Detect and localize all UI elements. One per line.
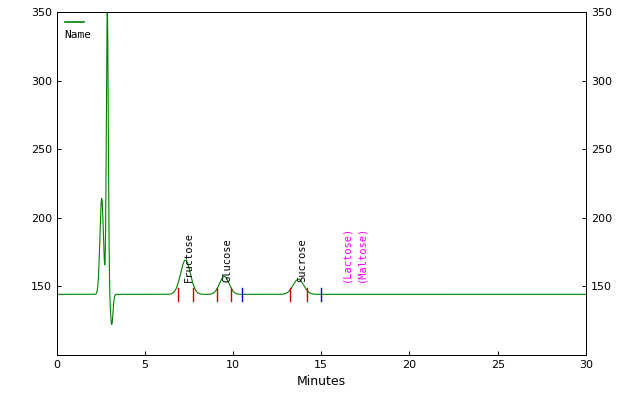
Text: Fructose: Fructose	[184, 232, 194, 282]
Text: (Lactose): (Lactose)	[341, 226, 351, 282]
X-axis label: Minutes: Minutes	[297, 375, 346, 388]
Text: Name: Name	[65, 30, 91, 40]
Text: Glucose: Glucose	[223, 238, 233, 282]
Text: Sucrose: Sucrose	[297, 238, 307, 282]
Text: (Maltose): (Maltose)	[357, 226, 367, 282]
